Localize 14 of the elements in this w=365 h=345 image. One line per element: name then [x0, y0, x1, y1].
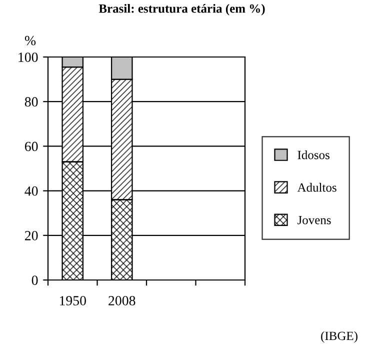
chart-title: Brasil: estrutura etária (em %)	[98, 4, 265, 16]
legend-label: Jovens	[298, 216, 331, 224]
y-tick-label: 100	[18, 52, 38, 62]
y-tick-label: 0	[32, 276, 38, 285]
legend-label: Idosos	[298, 150, 330, 160]
x-tick-label: 1950	[60, 296, 86, 306]
y-axis-title: %	[24, 36, 36, 46]
y-tick-label: 60	[24, 142, 38, 152]
x-tick-label: 2008	[108, 296, 136, 306]
y-tick-label: 40	[24, 186, 38, 196]
y-tick-label: 20	[25, 230, 38, 240]
legend-label: Adultos	[297, 182, 336, 192]
text: (IBGE)	[321, 331, 358, 343]
y-tick-label: 80	[24, 97, 38, 107]
